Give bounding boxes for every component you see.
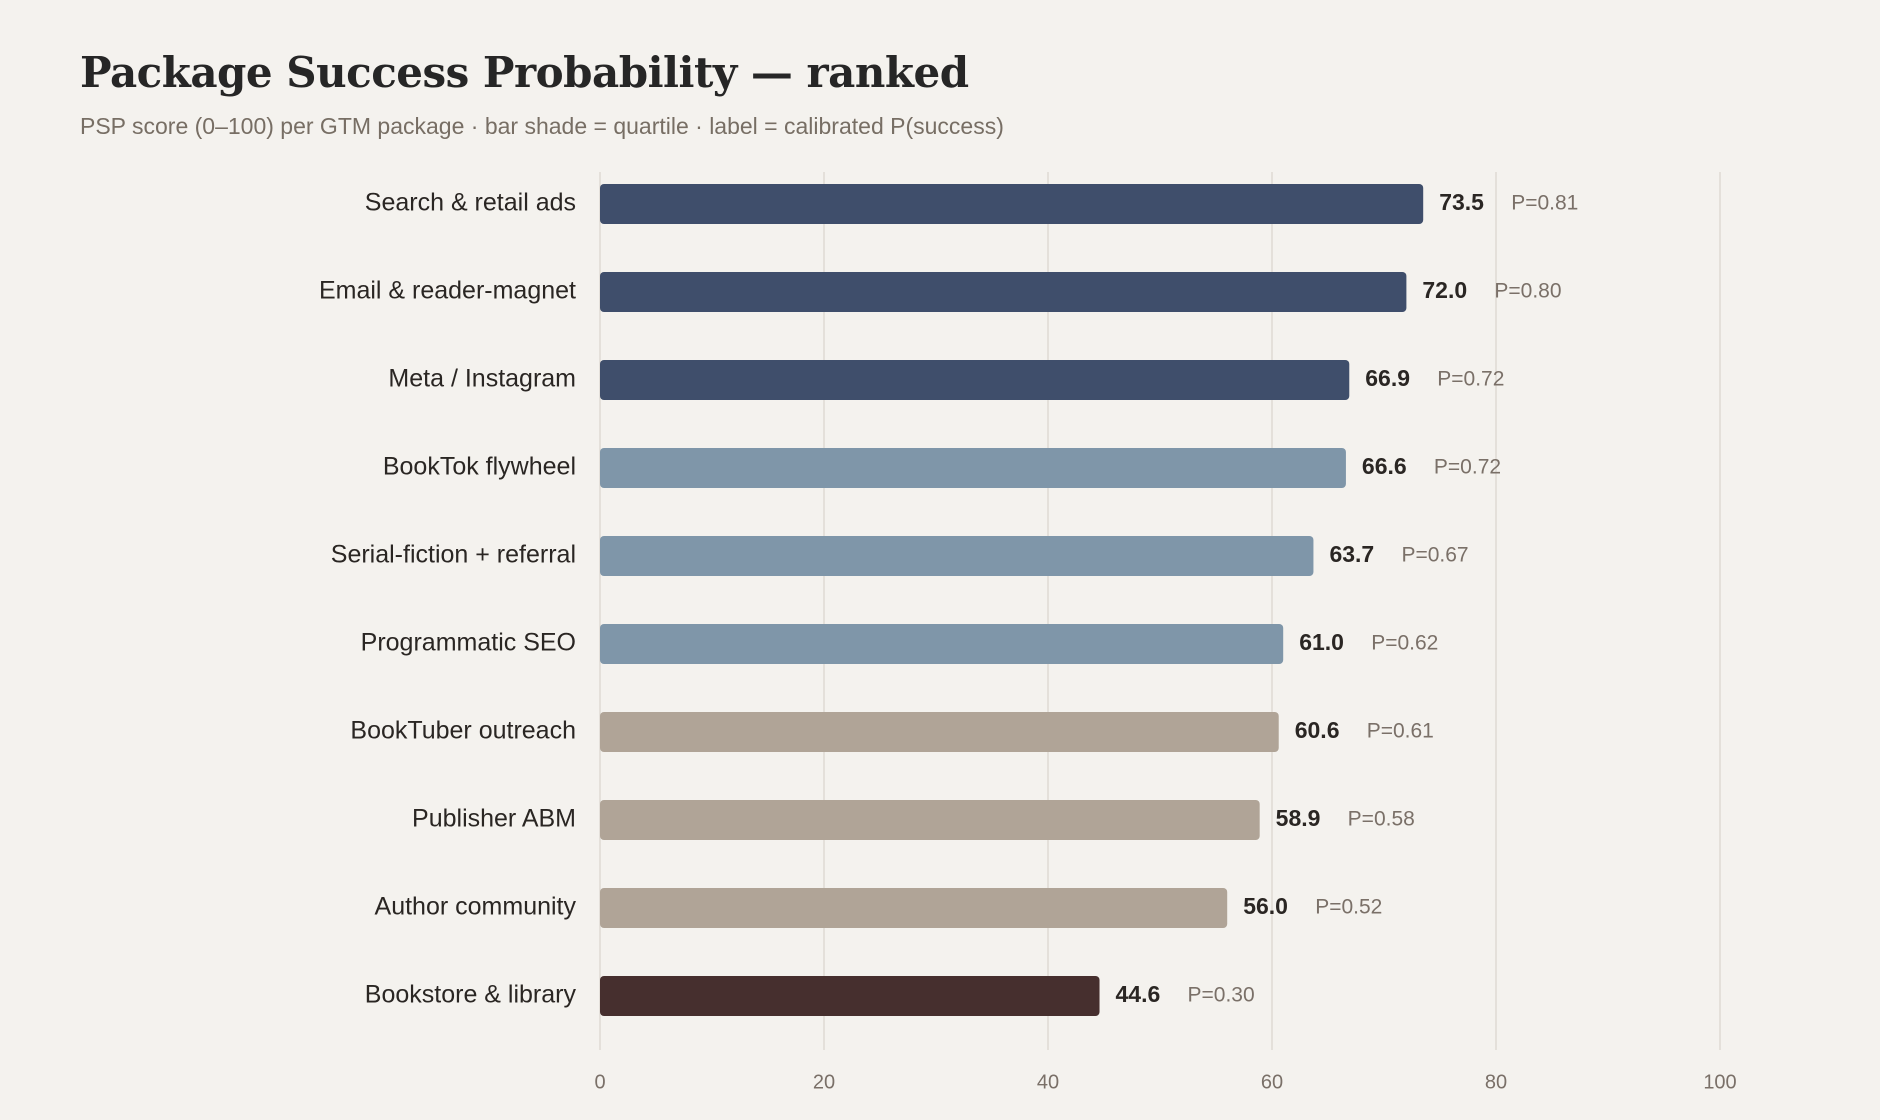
- probability-label: P=0.67: [1401, 544, 1468, 567]
- x-tick-label: 60: [1261, 1071, 1283, 1093]
- value-label: 61.0: [1299, 629, 1344, 655]
- bar: [600, 448, 1346, 488]
- category-label: Meta / Instagram: [388, 365, 576, 393]
- x-axis-ticks: 0 20 40 60 80 100: [594, 1071, 1736, 1093]
- category-label: Author community: [375, 893, 577, 921]
- probability-label: P=0.61: [1367, 720, 1434, 743]
- bar: [600, 712, 1279, 752]
- bar: [600, 536, 1314, 576]
- value-label: 73.5: [1439, 189, 1484, 215]
- category-label: Email & reader-magnet: [319, 277, 576, 305]
- probability-label: P=0.58: [1348, 808, 1415, 831]
- value-label: 58.9: [1276, 805, 1321, 831]
- bar: [600, 272, 1407, 312]
- probability-label: P=0.80: [1494, 280, 1561, 303]
- probability-label: P=0.81: [1511, 192, 1578, 215]
- value-label: 66.6: [1362, 453, 1407, 479]
- bar: [600, 624, 1284, 664]
- bar: [600, 184, 1424, 224]
- value-label: 44.6: [1116, 981, 1161, 1007]
- category-label: BookTuber outreach: [350, 717, 576, 745]
- category-label: Programmatic SEO: [361, 629, 576, 657]
- bars-layer: [600, 184, 1424, 1016]
- bar: [600, 976, 1100, 1016]
- value-label: 63.7: [1329, 541, 1374, 567]
- bar: [600, 360, 1350, 400]
- category-label: BookTok flywheel: [383, 453, 576, 481]
- value-label: 60.6: [1295, 717, 1340, 743]
- probability-label: P=0.72: [1437, 368, 1504, 391]
- category-label: Search & retail ads: [365, 189, 576, 217]
- x-tick-label: 20: [813, 1071, 835, 1093]
- probability-label: P=0.62: [1371, 632, 1438, 655]
- probability-label: P=0.72: [1434, 456, 1501, 479]
- labels-layer: Search & retail ads 73.5 P=0.81 Email & rea…: [319, 189, 1578, 1009]
- x-tick-label: 100: [1703, 1071, 1736, 1093]
- probability-label: P=0.52: [1315, 896, 1382, 919]
- category-label: Serial-fiction + referral: [331, 541, 576, 569]
- value-label: 56.0: [1243, 893, 1288, 919]
- x-tick-label: 80: [1485, 1071, 1507, 1093]
- chart-subtitle: PSP score (0–100) per GTM package · bar …: [80, 113, 1004, 139]
- value-label: 66.9: [1365, 365, 1410, 391]
- bar: [600, 888, 1228, 928]
- x-tick-label: 40: [1037, 1071, 1059, 1093]
- chart-title: Package Success Probability — ranked: [80, 48, 969, 97]
- probability-label: P=0.30: [1188, 984, 1255, 1007]
- category-label: Publisher ABM: [412, 805, 576, 833]
- category-label: Bookstore & library: [365, 981, 577, 1009]
- value-label: 72.0: [1422, 277, 1467, 303]
- x-tick-label: 0: [594, 1071, 605, 1093]
- bar: [600, 800, 1260, 840]
